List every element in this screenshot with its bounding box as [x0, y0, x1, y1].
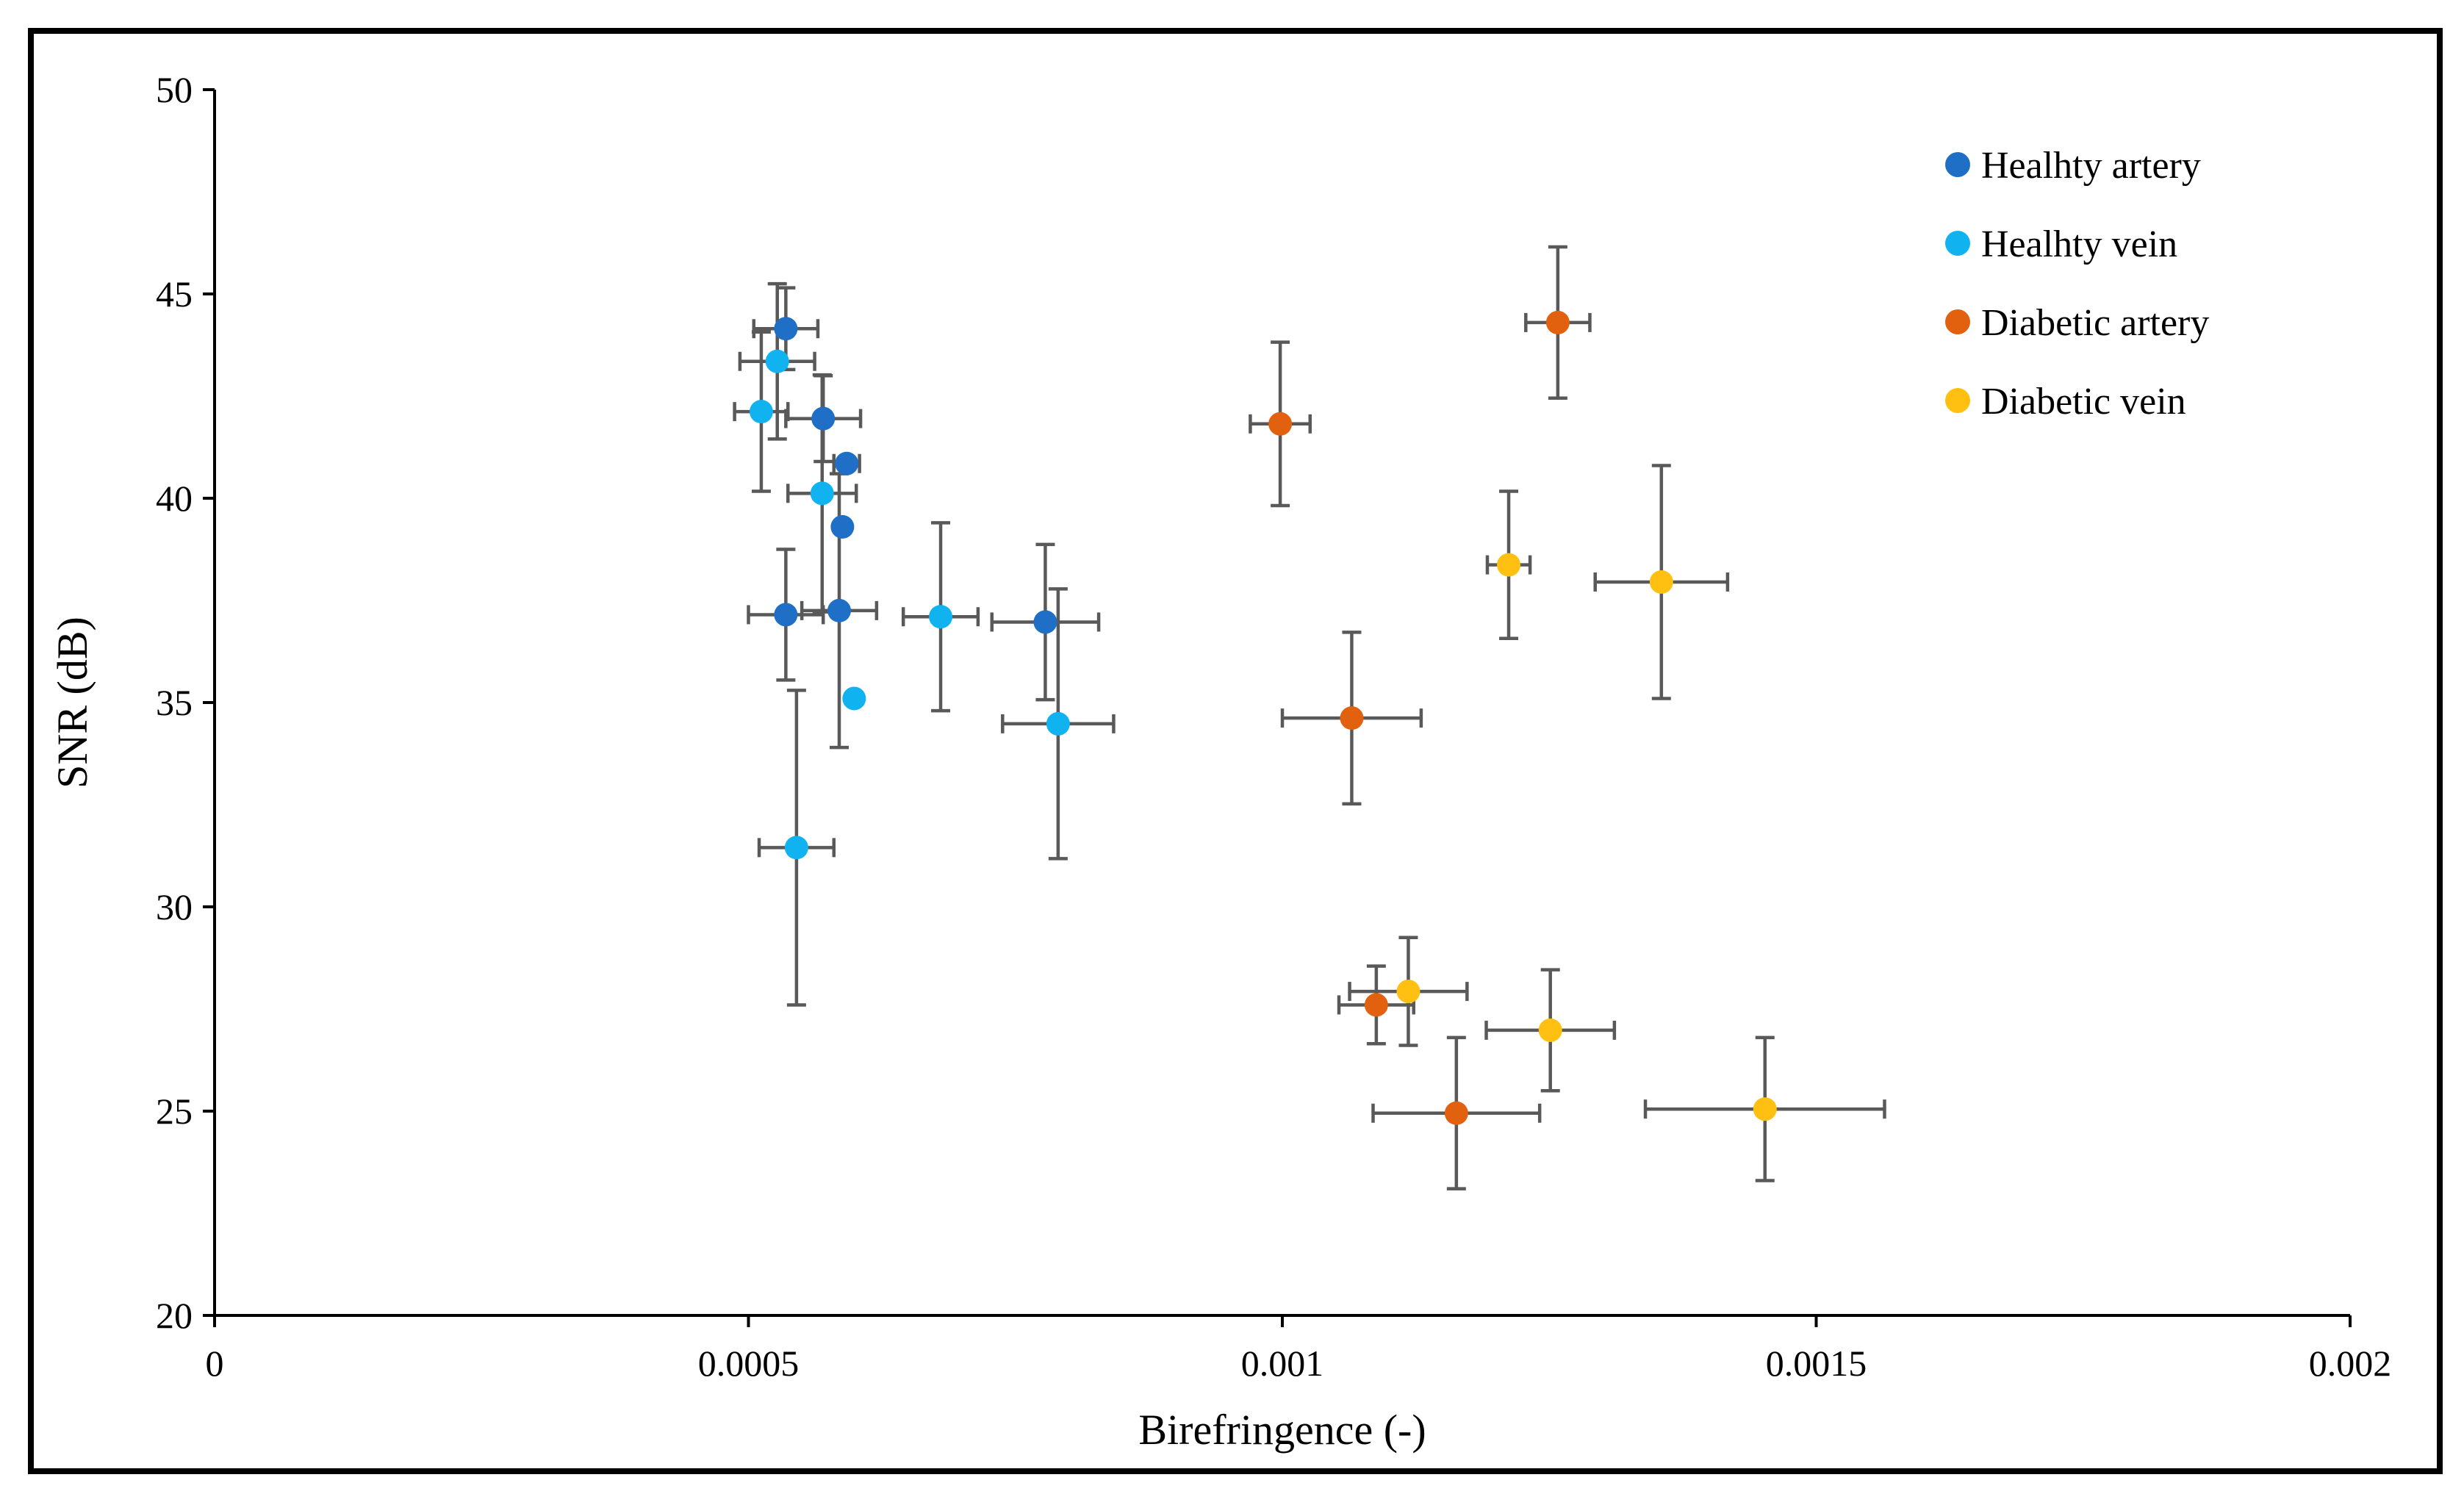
- data-point: [929, 605, 953, 629]
- data-point: [1268, 412, 1293, 436]
- data-point: [842, 686, 866, 711]
- data-point: [1753, 1097, 1777, 1121]
- data-point: [830, 514, 855, 539]
- y-axis-title: SNR (dB): [49, 617, 96, 789]
- x-axis-title: Birefringence (-): [1138, 1406, 1426, 1454]
- legend-marker: [1945, 231, 1970, 256]
- legend-label: Healhty artery: [1981, 145, 2201, 187]
- data-point: [1046, 711, 1070, 736]
- data-point: [1444, 1101, 1468, 1125]
- y-tick-label: 25: [156, 1091, 193, 1132]
- data-point: [749, 400, 773, 424]
- legend: Healhty artery Healhty vein Diabetic arter…: [1945, 145, 2209, 423]
- data-point: [1396, 980, 1420, 1004]
- data-point: [1545, 310, 1570, 334]
- data-point: [774, 603, 798, 627]
- error-bars: [733, 245, 1886, 1190]
- x-tick-label: 0.0015: [1766, 1343, 1867, 1384]
- data-point: [1364, 993, 1388, 1017]
- x-tick-label: 0.0005: [698, 1343, 800, 1384]
- x-tick-label: 0.002: [2309, 1343, 2392, 1384]
- chart-frame: [28, 28, 2443, 1474]
- y-tick-label: 45: [156, 273, 193, 315]
- y-tick-label: 35: [156, 682, 193, 723]
- y-tick-label: 30: [156, 886, 193, 927]
- data-point: [774, 317, 798, 341]
- data-point: [835, 451, 859, 475]
- data-point: [1340, 706, 1364, 730]
- legend-marker: [1945, 309, 1970, 334]
- data-point: [1538, 1018, 1562, 1042]
- y-tick-label: 50: [156, 69, 193, 110]
- y-tick-label: 20: [156, 1295, 193, 1336]
- data-point: [827, 598, 852, 622]
- data-point: [1497, 553, 1521, 577]
- legend-label: Diabetic vein: [1981, 381, 2186, 423]
- data-point: [765, 349, 789, 373]
- data-point: [810, 481, 834, 506]
- legend-marker: [1945, 388, 1970, 413]
- y-tick-label: 40: [156, 478, 193, 519]
- data-points: [749, 310, 1777, 1125]
- data-point: [811, 406, 836, 431]
- data-point: [1033, 610, 1057, 634]
- legend-label: Healhty vein: [1981, 223, 2177, 265]
- x-tick-label: 0.001: [1241, 1343, 1324, 1384]
- legend-marker: [1945, 152, 1970, 177]
- axes: 0 0.0005 0.001 0.0015 0.002 20 25 30 35 40 45 50: [156, 69, 2391, 1384]
- data-point: [1649, 570, 1673, 594]
- data-point: [784, 836, 808, 860]
- x-tick-label: 0: [206, 1343, 224, 1384]
- legend-label: Diabetic artery: [1981, 302, 2209, 344]
